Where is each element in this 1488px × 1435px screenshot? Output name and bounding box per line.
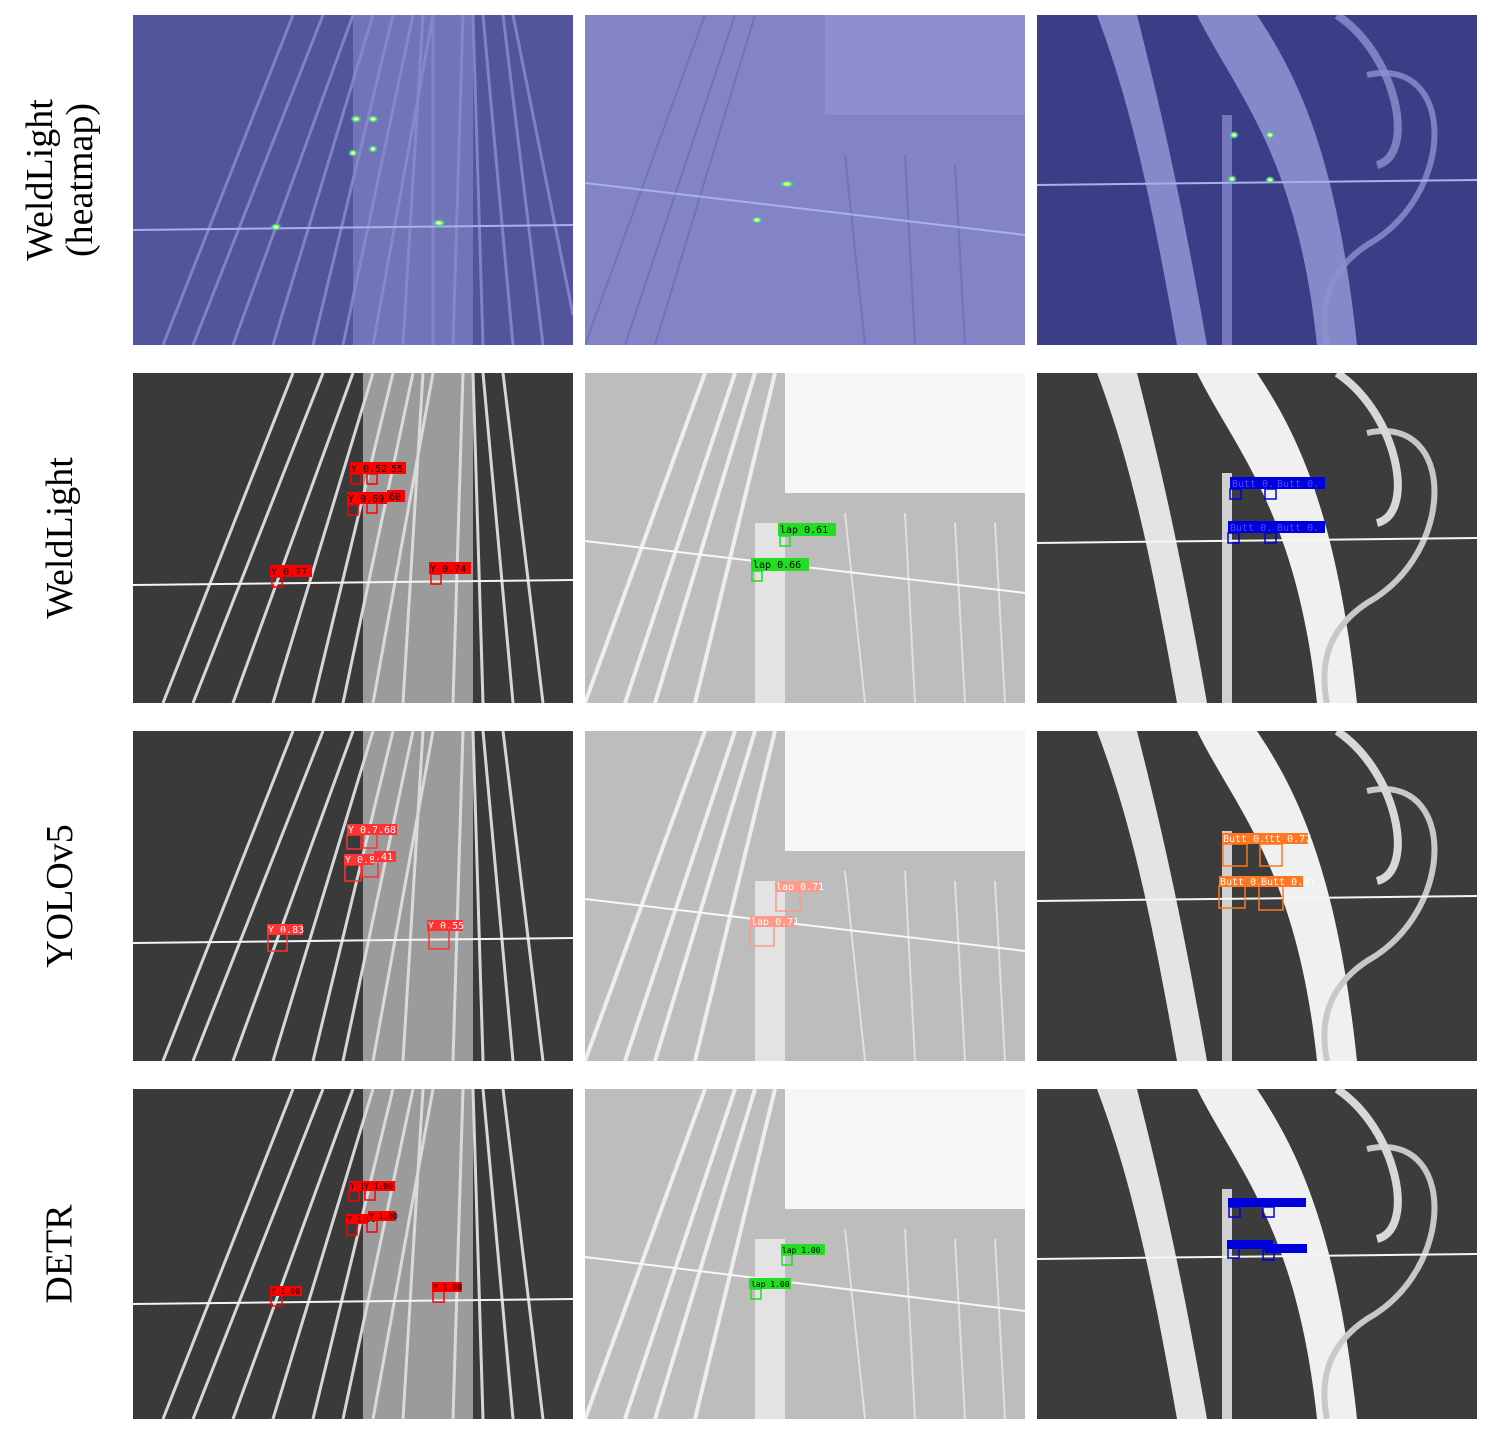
detection-label: Butt 0.81: [1261, 877, 1315, 888]
weldlight-panel-2: lap 0.61 lap 0.66: [585, 373, 1025, 703]
detection-label: Y 1.00: [364, 1182, 393, 1191]
heat-spot: [367, 115, 379, 123]
row-label-yolov5: YOLOv5: [39, 824, 82, 968]
yolov5-panel-1: Y 0.74 .68 Y 0.80 .41 Y 0.83 Y 0.55: [133, 731, 573, 1061]
detection-label: .68: [378, 825, 396, 836]
heatmap-panel-1: [133, 15, 573, 345]
heat-spot: [1265, 176, 1275, 184]
detection-label: 60: [389, 492, 401, 503]
heat-spot: [1229, 131, 1239, 139]
detr-panel-1: Y 1.00 Y 1.00 Y 1.00 Y 1.00 Y 1.00 Y 1.0…: [133, 1089, 573, 1419]
heat-spot: [348, 149, 358, 157]
yolov5-panel-2: lap 0.71 lap 0.71: [585, 731, 1025, 1061]
heat-spot: [751, 216, 763, 224]
detection-label: Y 0.69: [348, 494, 384, 505]
detection-label: Butt 0.87: [1220, 877, 1274, 888]
detection-label: Y 0.55: [428, 921, 464, 932]
detection-label: lap 0.66: [753, 560, 801, 571]
heat-spot: [779, 180, 795, 188]
heat-spot: [270, 223, 282, 231]
detection-label: 55: [391, 464, 403, 475]
detection-label: Butt 0.: [1277, 479, 1319, 490]
detr-butt-detections: [1227, 1198, 1307, 1261]
detection-label: tt 0.77: [1269, 834, 1311, 845]
detection-label: Butt 0.: [1232, 479, 1274, 490]
heatmap-panel-2: [585, 15, 1025, 345]
heat-spot: [432, 219, 446, 227]
detection-label: Y 0.74: [430, 564, 466, 575]
weldlight-panel-1: Y 0.52 55 Y 0.69 60 Y 0.77 Y 0.74: [133, 373, 573, 703]
detection-label: .41: [375, 852, 393, 863]
detection-label: Y 1.00: [347, 1215, 376, 1224]
detection-label: lap 0.71: [751, 917, 799, 928]
detection-label: Y 1.00: [271, 1287, 300, 1296]
detection-label: lap 0.71: [776, 882, 824, 893]
heat-spot: [368, 145, 378, 153]
detr-panel-2: lap 1.00 lap 1.00: [585, 1089, 1025, 1419]
detection-label: lap 0.61: [780, 525, 828, 536]
detection-label: Y 0.83: [268, 925, 304, 936]
detection-label: Y 0.52: [351, 464, 387, 475]
row-label-weldlight: WeldLight: [39, 457, 82, 619]
row-label-detr: DETR: [39, 1204, 81, 1304]
heat-spot: [1265, 131, 1275, 139]
weldlight-panel-3: Butt 0. Butt 0. Butt 0. Butt 0.: [1037, 373, 1477, 703]
yolov5-panel-3: Butt 0.91 tt 0.77 Butt 0.87 Butt 0.81: [1037, 731, 1477, 1061]
heatmap-panel-3: [1037, 15, 1477, 345]
detection-label: Butt 0.91: [1223, 834, 1277, 845]
detr-panel-3: [1037, 1089, 1477, 1419]
row-label-heatmap: WeldLight (heatmap): [0, 15, 120, 345]
detection-label: Butt 0.: [1230, 523, 1272, 534]
row-label-line: WeldLight: [19, 99, 62, 261]
detection-label: Y 0.77: [271, 567, 307, 578]
detection-label: Y 1.00: [433, 1283, 462, 1292]
row-label-line: (heatmap): [59, 102, 102, 258]
heat-spot: [1227, 175, 1237, 183]
detection-label: Butt 0.: [1277, 523, 1319, 534]
detection-label: Y 1.00: [369, 1212, 398, 1221]
detection-label: lap 1.00: [751, 1280, 790, 1289]
detection-label: Y 0.74: [348, 825, 384, 836]
detection-label: lap 1.00: [782, 1246, 821, 1255]
heat-spot: [350, 115, 362, 123]
